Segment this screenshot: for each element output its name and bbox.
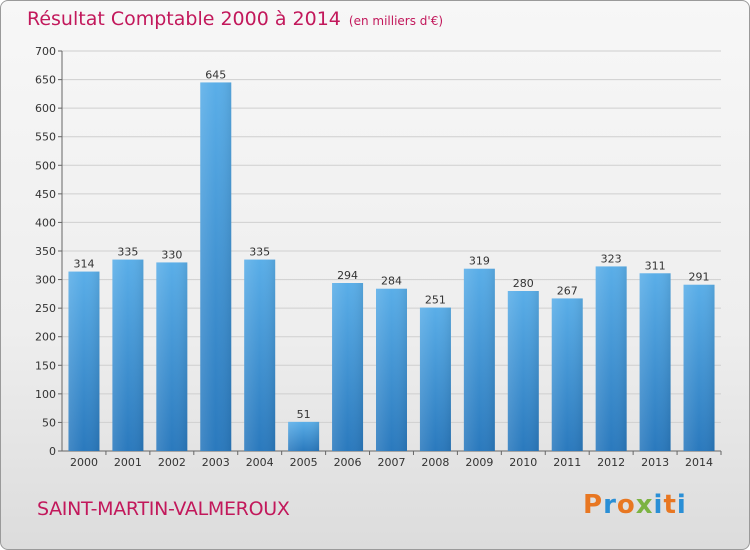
chart-subtitle: (en milliers d'€): [348, 14, 444, 28]
logo-letter: o: [616, 490, 636, 520]
x-tick-label: 2001: [114, 456, 142, 469]
y-tick-label: 450: [35, 188, 56, 201]
data-label: 335: [249, 246, 270, 259]
bar-shade: [419, 307, 451, 451]
bar-shade: [288, 421, 320, 451]
x-tick-label: 2003: [202, 456, 230, 469]
logo-letter: i: [676, 490, 687, 520]
x-tick-label: 2012: [597, 456, 625, 469]
x-tick-label: 2014: [685, 456, 713, 469]
x-tick-label: 2002: [158, 456, 186, 469]
bar-shade: [68, 271, 100, 451]
bar-shade: [156, 262, 188, 451]
bar-shade: [683, 284, 715, 451]
x-tick-label: 2006: [334, 456, 362, 469]
bar-shade: [639, 273, 671, 451]
data-labels: 314 335 330 645 335 51 294 284 251 319 280 267 323 31…: [73, 68, 709, 420]
bar-shade: [200, 82, 232, 451]
y-tick-label: 150: [35, 359, 56, 372]
data-label: 645: [205, 68, 226, 81]
x-tick-label: 2007: [378, 456, 406, 469]
y-tick-label: 500: [35, 159, 56, 172]
logo-letter: P: [583, 490, 604, 520]
y-tick-label: 400: [35, 216, 56, 229]
y-tick-label: 550: [35, 131, 56, 144]
data-label: 251: [425, 294, 446, 307]
bar-shade: [376, 288, 407, 451]
x-tick-label: 2009: [465, 456, 493, 469]
chart-title-text: Résultat Comptable 2000 à 2014: [27, 8, 341, 30]
data-label: 284: [381, 275, 402, 288]
data-label: 311: [645, 259, 666, 272]
bar-shade: [463, 268, 495, 451]
logo-letter: x: [635, 490, 654, 520]
y-tick-label: 200: [35, 331, 56, 344]
x-tick-label: 2000: [70, 456, 98, 469]
place-name: SAINT-MARTIN-VALMEROUX: [37, 498, 290, 520]
x-tick-label: 2010: [509, 456, 537, 469]
data-label: 267: [557, 284, 578, 297]
bar-shade: [332, 283, 364, 451]
chart-title: Résultat Comptable 2000 à 2014 (en millie…: [27, 8, 443, 30]
bar-shade: [112, 259, 144, 451]
logo-letter: i: [653, 490, 664, 520]
data-label: 280: [513, 277, 534, 290]
data-label: 51: [297, 408, 311, 421]
x-tick-label: 2005: [290, 456, 318, 469]
data-label: 323: [601, 252, 622, 265]
proxiti-logo: Proxiti: [583, 490, 687, 520]
y-tick-label: 100: [35, 388, 56, 401]
y-tick-label: 0: [49, 445, 56, 458]
y-tick-label: 50: [42, 416, 56, 429]
x-tick-label: 2008: [421, 456, 449, 469]
logo-letter: t: [663, 490, 677, 520]
bar-shade: [595, 266, 627, 451]
bars: [68, 82, 715, 451]
y-tick-label: 600: [35, 102, 56, 115]
x-tick-label: 2004: [246, 456, 274, 469]
axes: 0 50 100 150 200 250 300 350 400 450 500 550 600 650 7…: [35, 45, 722, 469]
bar-shade: [244, 259, 276, 451]
data-label: 314: [73, 258, 94, 271]
data-label: 330: [161, 248, 182, 261]
y-tick-label: 300: [35, 274, 56, 287]
y-tick-label: 350: [35, 245, 56, 258]
x-tick-label: 2013: [641, 456, 669, 469]
bar-shade: [551, 298, 583, 451]
logo-letter: r: [603, 490, 617, 520]
bar-shade: [507, 291, 539, 451]
y-tick-label: 650: [35, 74, 56, 87]
data-label: 319: [469, 255, 490, 268]
data-label: 335: [117, 246, 138, 259]
y-tick-label: 700: [35, 45, 56, 58]
data-label: 291: [689, 271, 710, 284]
data-label: 294: [337, 269, 358, 282]
y-tick-label: 250: [35, 302, 56, 315]
x-tick-label: 2011: [553, 456, 581, 469]
